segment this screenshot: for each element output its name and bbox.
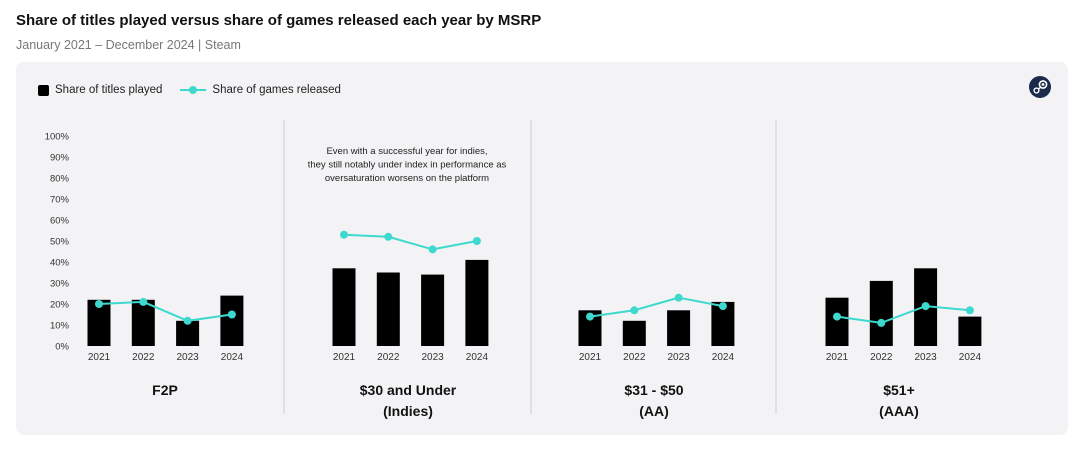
x-tick-label: 2021 [579,352,602,363]
y-tick-label: 100% [45,132,70,143]
y-tick-label: 60% [50,216,70,227]
annotation-text: oversaturation worsens on the platform [325,173,489,184]
bar-played [869,280,893,346]
point-released [718,302,727,311]
point-released [183,316,192,325]
bar-played [622,320,646,346]
y-tick-label: 30% [50,279,70,290]
x-tick-label: 2024 [959,352,982,363]
bar-played [376,272,400,346]
group-label: F2P [152,382,178,398]
y-tick-label: 0% [55,342,69,353]
annotation-text: they still notably under index in perfor… [308,160,507,171]
x-tick-label: 2024 [221,352,244,363]
point-released [630,306,639,315]
point-released [227,310,236,319]
bar-played [465,259,489,346]
legend-swatch-bar [38,84,49,96]
y-tick-label: 20% [50,300,70,311]
chart-panel [16,62,1068,435]
x-tick-label: 2023 [176,352,199,363]
y-tick-label: 50% [50,237,70,248]
x-tick-label: 2023 [667,352,690,363]
group-label: $31 - $50 [624,382,683,398]
line-released [98,300,233,322]
point-released [674,293,683,302]
group-label: $30 and Under [360,382,457,398]
bar-played [176,320,200,346]
x-tick-label: 2022 [870,352,893,363]
bar-played [131,299,155,346]
legend-label-released: Share of games released [212,84,341,96]
point-released [965,306,974,315]
point-released [95,300,103,308]
legend-label-played: Share of titles played [55,84,163,96]
point-released [472,237,481,245]
point-released [139,297,148,306]
y-tick-label: 90% [50,153,70,164]
bar-played [87,299,111,346]
x-tick-label: 2023 [421,352,444,363]
point-released [921,302,930,311]
x-tick-label: 2021 [88,352,111,363]
legend-swatch-line [180,86,207,94]
y-tick-label: 80% [50,174,70,185]
line-released [836,305,970,324]
x-tick-label: 2022 [132,352,155,363]
point-released [586,312,594,321]
line-released [589,296,724,318]
annotation-text: Even with a successful year for indies, [326,146,487,157]
x-tick-label: 2024 [466,352,489,363]
x-tick-label: 2024 [712,352,735,363]
group-label: $51+ [883,382,915,398]
y-tick-label: 40% [50,258,70,269]
point-released [384,232,393,241]
bar-played [332,268,356,346]
group-label: (AAA) [879,403,919,419]
chart-title: Share of titles played versus share of g… [16,12,542,29]
x-tick-label: 2023 [914,352,937,363]
point-released [428,245,437,254]
x-tick-label: 2021 [826,352,849,363]
group-label: (AA) [639,403,669,419]
bar-played [421,274,445,346]
bar-played [825,297,849,346]
point-released [877,318,886,327]
x-tick-label: 2022 [623,352,646,363]
line-released [343,233,478,251]
bar-played [711,301,735,346]
steam-logo-icon [1029,76,1051,98]
point-released [833,312,841,321]
point-released [340,230,348,239]
x-tick-label: 2021 [333,352,356,363]
y-tick-label: 10% [50,321,70,332]
legend-item-played: Share of titles played [38,84,162,96]
group-label: (Indies) [383,403,433,419]
chart-subtitle: January 2021 – December 2024 | Steam [16,38,241,52]
bar-played [667,310,691,346]
y-tick-label: 70% [50,195,70,206]
legend-item-released: Share of games released [180,84,341,96]
legend: Share of titles played Share of games re… [38,84,359,96]
x-tick-label: 2022 [377,352,400,363]
bar-played [958,316,982,346]
bar-played [220,295,244,346]
bar-played [578,310,602,346]
